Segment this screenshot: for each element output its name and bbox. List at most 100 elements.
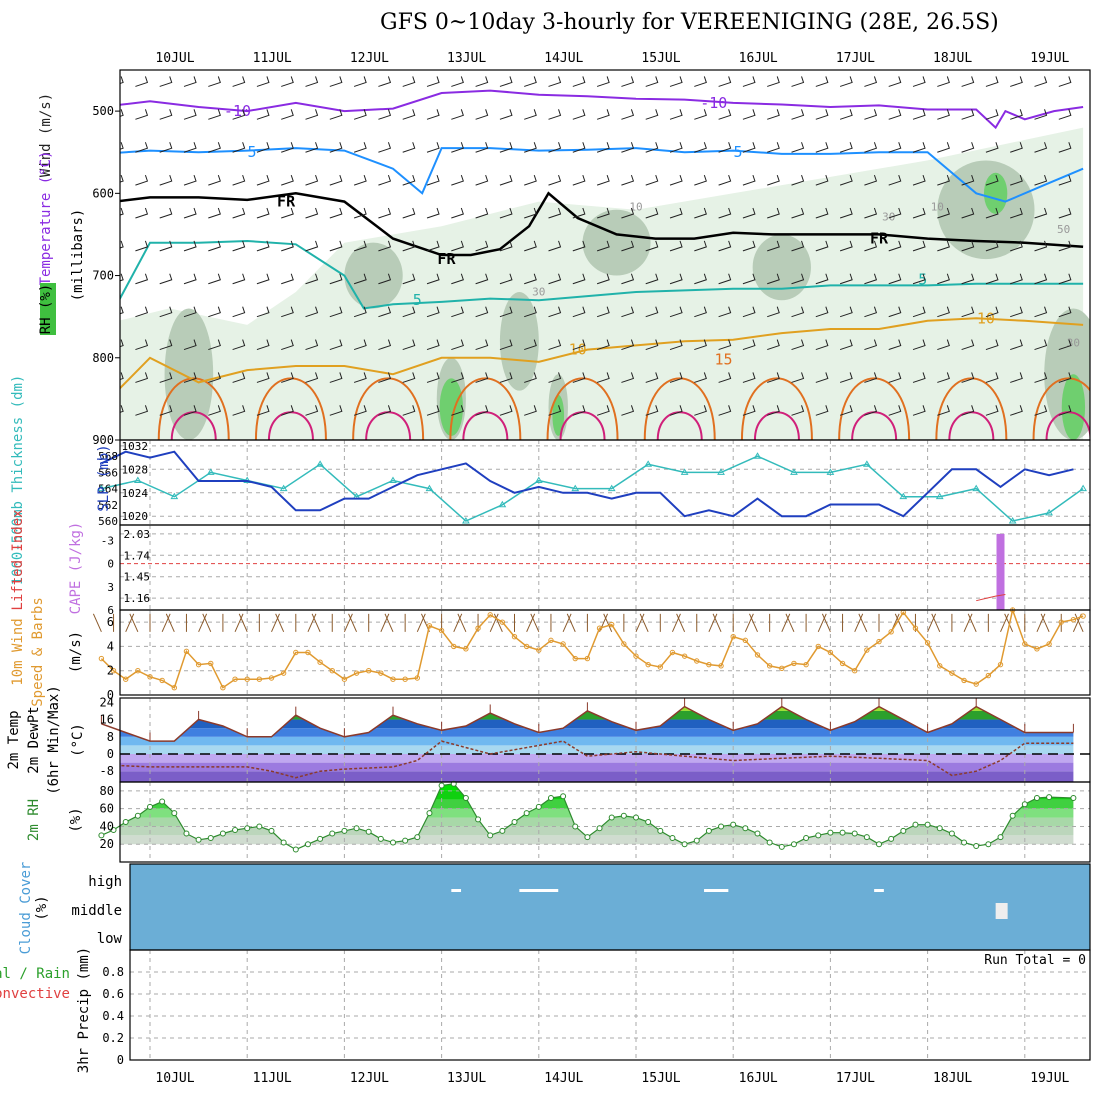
date-label-top: 14JUL — [544, 51, 583, 66]
wind-barb — [135, 339, 149, 351]
wind-barb-10m — [384, 613, 394, 633]
wind-barb — [985, 174, 999, 186]
rh-point — [475, 816, 482, 823]
date-label-bottom: 15JUL — [641, 1071, 680, 1086]
wind-barb — [742, 109, 756, 120]
wind-barb — [572, 405, 586, 416]
thickness-point — [133, 476, 142, 483]
wind-barb — [426, 174, 440, 186]
thickness-point — [717, 468, 725, 475]
wind-barb — [596, 339, 610, 351]
rh-point — [693, 837, 700, 844]
wind-barb — [548, 339, 562, 351]
wind-barb — [475, 273, 489, 285]
rh-point — [900, 827, 907, 834]
date-label-bottom: 13JUL — [447, 1071, 486, 1086]
wind-barb — [718, 207, 732, 219]
wind-barb — [694, 76, 707, 87]
date-label-top: 12JUL — [350, 51, 389, 66]
rh-point — [110, 827, 117, 833]
contour-label: 10 — [569, 341, 587, 359]
wind-speed-point — [839, 660, 846, 667]
upper-ytick-label: 900 — [92, 433, 114, 447]
wind-barb — [378, 207, 392, 219]
wind-barb-10m — [854, 613, 864, 633]
wind-speed-point — [523, 643, 530, 650]
wind-barb — [888, 142, 902, 153]
wind-barb-10m — [744, 613, 754, 633]
rh-point — [511, 819, 518, 825]
wind-barb — [329, 174, 343, 186]
date-label-bottom: 17JUL — [836, 1071, 875, 1086]
wind-barb — [499, 240, 513, 252]
wind-speed-point — [1046, 641, 1052, 647]
wind-barb — [208, 273, 221, 285]
wind-barb — [694, 306, 707, 318]
wind-barb — [524, 273, 537, 285]
wind-barb — [208, 109, 221, 120]
wind-barb-10m — [453, 613, 463, 633]
rh-point — [584, 834, 591, 841]
date-label-top: 16JUL — [739, 51, 778, 66]
wind-barb — [669, 240, 683, 252]
wind-barb-10m — [202, 613, 212, 633]
wind-speed-point — [183, 648, 190, 654]
wind-barb-10m — [821, 613, 831, 633]
wind-barb — [937, 174, 950, 186]
wind-barb — [791, 142, 805, 153]
wind-barb — [232, 405, 246, 416]
wind-barb — [353, 273, 367, 285]
wind-barb — [135, 142, 149, 153]
wind-barb — [256, 109, 270, 120]
wind-barb — [961, 306, 975, 318]
rh-point — [912, 821, 919, 828]
wind-barb-10m — [493, 613, 503, 633]
contour-line — [120, 89, 1084, 130]
wind-barb — [378, 109, 392, 120]
wind-barb — [451, 142, 464, 153]
wind-barb — [208, 142, 221, 153]
wind-barb — [985, 273, 999, 285]
wind-barb — [475, 372, 489, 383]
thick-left-tick: 566 — [98, 466, 118, 479]
rh-point — [377, 835, 384, 842]
wind-barb — [621, 76, 635, 87]
rh-point — [936, 825, 943, 832]
wind-barb — [621, 339, 635, 351]
thickness-point — [680, 468, 689, 475]
wind-speed-point — [511, 634, 518, 640]
wind-barb — [305, 174, 319, 186]
wind-barb — [694, 240, 707, 252]
rh-point — [997, 834, 1004, 841]
wind-barb — [183, 306, 197, 318]
wind-panel-frame — [119, 609, 1091, 696]
wind-barb — [378, 273, 392, 285]
wind-barb-10m — [1074, 613, 1084, 633]
date-label-top: 18JUL — [933, 51, 972, 66]
wind-barb — [402, 339, 416, 351]
wind-barb — [378, 76, 392, 87]
upper-ylabel-temp: Temperature (°C) — [38, 151, 54, 286]
upper-ytick-label: 800 — [92, 351, 114, 365]
rh-point — [790, 841, 797, 848]
wind-barb — [912, 240, 926, 252]
wind-barb — [912, 174, 926, 186]
wind-barb — [548, 109, 562, 120]
temp-tick: 8 — [107, 730, 114, 744]
thickness-point — [862, 460, 871, 467]
wind-barb — [281, 240, 294, 252]
wind-barb — [329, 207, 343, 219]
wind-barb — [839, 372, 853, 383]
rh-point — [718, 823, 725, 830]
wind-barb — [742, 306, 756, 318]
wind-barb — [718, 240, 732, 252]
wind-speed-point — [596, 625, 603, 631]
wind-barb — [572, 240, 586, 252]
wind-barb — [499, 273, 513, 285]
temp-contour-15 — [157, 377, 230, 440]
wind-barb — [888, 207, 902, 219]
wind-barb — [183, 405, 197, 416]
thick-left-tick: 568 — [98, 450, 118, 463]
wind-barb — [451, 174, 464, 186]
wind-barb — [256, 306, 270, 318]
